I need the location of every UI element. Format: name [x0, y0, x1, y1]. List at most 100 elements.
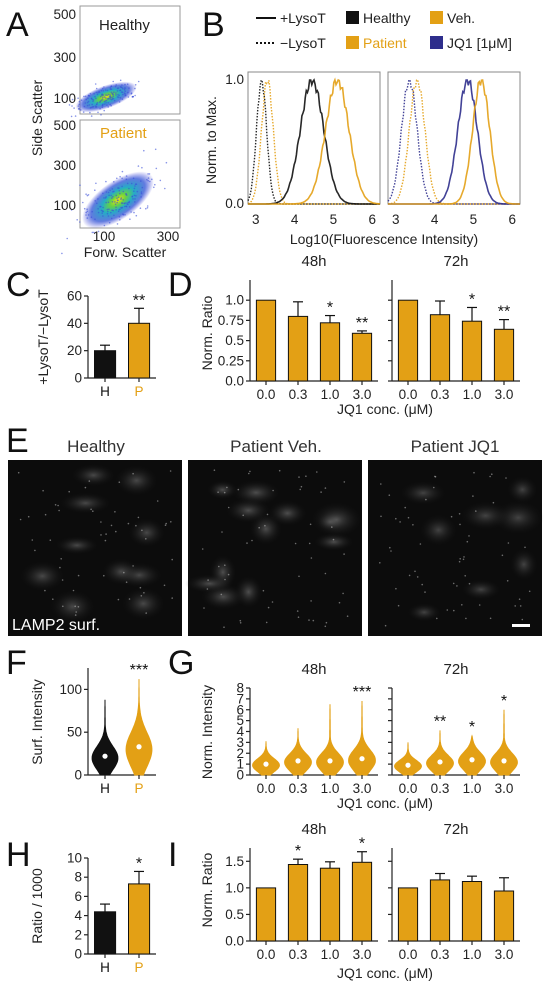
panel-letter-d: D [168, 266, 193, 304]
scatter-point [70, 209, 73, 211]
puncta [227, 506, 230, 509]
scatter-point [117, 93, 119, 96]
puncta [201, 548, 204, 550]
scatter-point [140, 191, 143, 193]
scatter-point [103, 109, 105, 112]
bar [397, 887, 419, 942]
puncta [465, 617, 467, 620]
scatter-point [95, 91, 98, 94]
panel-letter-i: I [168, 836, 177, 874]
cell-blob [509, 548, 538, 581]
histogram-left [247, 77, 380, 205]
bar [128, 322, 151, 379]
panel-letter-f: F [6, 644, 27, 682]
scatter-point [119, 192, 121, 195]
scatter-point [116, 199, 119, 202]
scatter-point [86, 194, 89, 197]
y-tick-label: 40 [67, 316, 82, 331]
x-tick-label: 3.0 [353, 781, 372, 796]
puncta [433, 486, 435, 489]
chart-h: 0 2 4 6 8 10 H P * Ratio / 1000 [29, 851, 156, 975]
scatter-point [140, 192, 143, 195]
puncta [489, 475, 491, 478]
b-ytick: 1.0 [225, 72, 244, 87]
scatter-point [110, 194, 112, 197]
x-tick-label: 0.0 [399, 387, 418, 402]
puncta [450, 515, 453, 518]
scatter-point [134, 87, 136, 90]
puncta [380, 483, 382, 485]
scatter-point [84, 95, 87, 98]
puncta [380, 515, 382, 518]
puncta [300, 485, 303, 488]
cell-blob [121, 587, 166, 621]
scatter-point [106, 212, 109, 215]
puncta [145, 538, 147, 540]
puncta [452, 582, 455, 585]
bar [255, 299, 277, 382]
scatter-point [77, 97, 79, 99]
puncta [139, 586, 142, 589]
scatter-point [111, 197, 113, 199]
a-ytick: 300 [53, 50, 76, 65]
scatter-point [165, 161, 168, 164]
puncta [519, 605, 522, 607]
violin [284, 728, 312, 776]
chart-f: 0 50 100 H P *** Surf. Intensity [29, 662, 156, 796]
puncta [472, 495, 474, 497]
scatter-point [102, 206, 104, 209]
puncta [412, 524, 414, 526]
scatter-point [87, 100, 90, 103]
scatter-point [82, 111, 85, 113]
significance-stars: * [327, 300, 333, 317]
puncta [491, 473, 493, 476]
puncta [72, 589, 75, 592]
scatter-point [97, 111, 99, 114]
puncta [475, 510, 477, 512]
scatter-point [97, 198, 99, 200]
violin [394, 742, 422, 776]
y-tick-label: 0.75 [218, 313, 244, 328]
scatter-point [102, 94, 105, 96]
scatter-point [141, 166, 143, 169]
scatter-point [106, 94, 108, 96]
puncta [52, 598, 54, 600]
puncta [217, 491, 219, 494]
scale-bar [512, 624, 530, 627]
puncta [434, 475, 436, 478]
scatter-point [99, 101, 101, 103]
puncta [332, 538, 335, 541]
x-tick-label: 0.3 [431, 781, 450, 796]
violin [91, 699, 119, 776]
scatter-point [111, 188, 114, 190]
puncta [264, 524, 266, 527]
puncta [246, 542, 248, 544]
scatter-point [132, 177, 135, 180]
puncta [408, 574, 411, 577]
scatter-point [118, 190, 121, 192]
puncta [464, 575, 467, 577]
histogram-curve [388, 79, 520, 205]
scatter-point [94, 95, 96, 98]
puncta [266, 513, 269, 516]
scatter-point [113, 181, 115, 183]
scatter-point [128, 187, 130, 190]
micrograph-cells [17, 463, 544, 628]
histogram-curve [387, 79, 520, 205]
scatter-point [112, 80, 114, 83]
scatter-point [105, 99, 108, 102]
scatter-point [105, 180, 107, 183]
scatter-point [146, 178, 148, 181]
median-dot [102, 753, 108, 759]
scatter-point [100, 99, 103, 101]
violin [458, 734, 486, 776]
puncta [308, 619, 310, 621]
x-axis-label: JQ1 conc. (μM) [337, 965, 433, 981]
scatter-point [110, 211, 112, 214]
scatter-point [77, 105, 80, 107]
bar [255, 887, 277, 942]
y-tick-label: 0.0 [225, 934, 244, 949]
panel-b-histograms: +LysoT −LysoT Healthy Patient Veh. JQ1 [… [203, 10, 521, 247]
scatter-point [146, 207, 149, 209]
scatter-point [111, 201, 114, 203]
